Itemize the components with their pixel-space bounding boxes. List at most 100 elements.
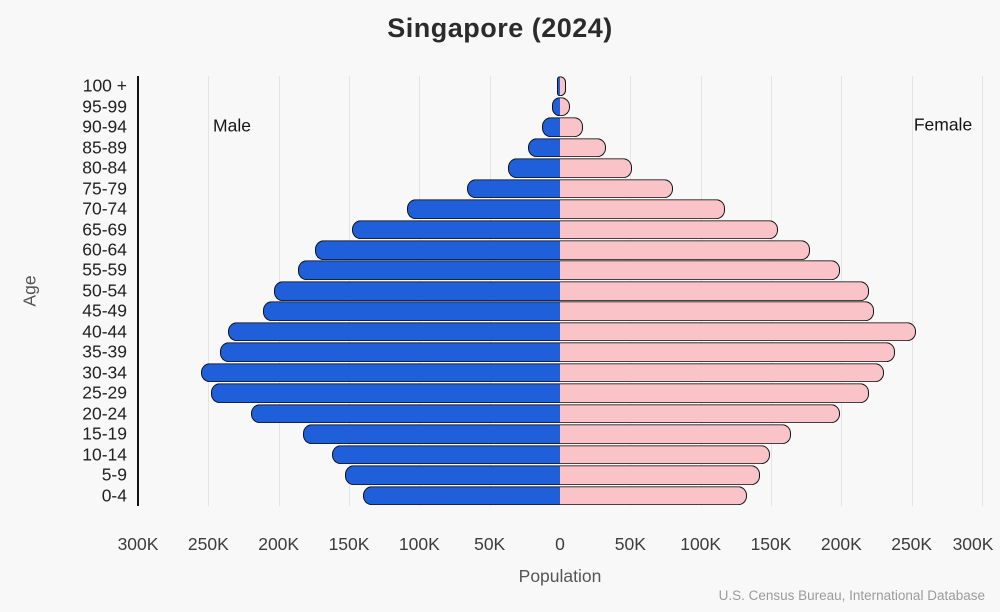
age-tick-label: 70-74: [82, 198, 127, 219]
female-bar: [560, 96, 570, 117]
x-tick-label: 150K: [328, 534, 370, 554]
pyramid-row: 75-79: [82, 178, 982, 199]
male-bar: [298, 260, 560, 281]
pyramid-row: 70-74: [82, 199, 982, 219]
male-bar: [541, 117, 560, 137]
male-bar: [211, 383, 560, 404]
age-tick-label: 10-14: [82, 444, 127, 465]
x-tick-label: 50K: [474, 534, 506, 554]
male-bar: [315, 240, 560, 260]
x-tick-label: 250K: [891, 534, 933, 554]
source-attribution: U.S. Census Bureau, International Databa…: [718, 588, 985, 603]
male-bar: [363, 485, 560, 506]
female-bar: [560, 158, 632, 178]
x-tick-label: 300K: [117, 534, 159, 554]
age-tick-label: 50-54: [82, 280, 127, 301]
female-bar: [560, 485, 748, 506]
age-tick-label: 15-19: [82, 423, 127, 444]
male-bar: [263, 301, 560, 322]
male-bar: [344, 465, 560, 485]
male-bar: [351, 219, 560, 240]
x-tick-label: 100K: [398, 534, 440, 554]
male-series-label: Male: [213, 115, 251, 136]
age-tick-label: 40-44: [82, 321, 127, 342]
y-axis-title: Age: [19, 275, 40, 307]
male-bar: [527, 137, 560, 158]
x-tick-label: 300K: [952, 534, 994, 554]
female-bar: [560, 444, 770, 465]
pyramid-row: 15-19: [82, 424, 982, 444]
plot-area: 100 +95-99 90-94 85-89 80-84 75-79 70-74 65-69…: [82, 76, 983, 506]
female-bar: [560, 424, 791, 444]
age-tick-label: 0-4: [101, 485, 127, 506]
male-bar: [302, 424, 560, 444]
age-tick-label: 35-39: [82, 341, 127, 362]
female-bar: [560, 240, 811, 260]
male-bar: [551, 96, 560, 117]
x-tick-label: 200K: [820, 534, 862, 554]
age-tick-label: 95-99: [82, 96, 127, 117]
female-bar: [560, 301, 874, 322]
pyramid-row: 80-84: [82, 158, 982, 178]
chart-title: Singapore (2024): [387, 13, 613, 43]
x-tick-label: 150K: [750, 534, 792, 554]
female-bar: [560, 322, 916, 342]
age-tick-label: 5-9: [101, 464, 127, 485]
male-bar: [274, 281, 560, 301]
age-tick-label: 45-49: [82, 300, 127, 321]
female-series-label: Female: [913, 114, 973, 135]
age-tick-label: 60-64: [82, 239, 127, 260]
male-bar: [406, 199, 560, 219]
pyramid-row: 40-44: [82, 321, 982, 342]
x-tick-label: 250K: [187, 534, 229, 554]
gridline: [208, 76, 210, 506]
pyramid-row: 65-69: [82, 219, 982, 240]
female-bar: [560, 281, 870, 301]
pyramid-row: 90-94: [82, 117, 982, 137]
age-tick-label: 25-29: [82, 382, 127, 403]
female-bar: [560, 219, 779, 240]
female-bar: [560, 383, 870, 404]
age-tick-label: 90-94: [82, 116, 127, 137]
female-bar: [560, 76, 566, 97]
y-axis-line: [137, 76, 139, 506]
pyramid-row: 100 +: [83, 76, 982, 97]
pyramid-row: 25-29: [82, 383, 982, 404]
male-bar: [507, 158, 560, 178]
x-axis-title: Population: [518, 566, 602, 586]
male-bar: [250, 403, 560, 424]
male-bar: [467, 178, 560, 199]
male-bar: [332, 444, 560, 465]
age-tick-label: 65-69: [82, 219, 127, 240]
pyramid-row: 55-59: [82, 260, 982, 281]
age-tick-label: 80-84: [82, 157, 127, 178]
pyramid-rows: 100 +95-99 90-94 85-89 80-84 75-79 70-74 65-69…: [82, 76, 982, 506]
pyramid-row: 5-9: [102, 465, 982, 485]
female-bar: [560, 260, 840, 281]
female-bar: [560, 117, 583, 137]
age-tick-label: 100 +: [82, 75, 127, 96]
pyramid-row: 50-54: [82, 280, 982, 301]
female-bar: [560, 199, 725, 219]
male-bar: [219, 342, 560, 363]
pyramid-row: 30-34: [82, 362, 982, 383]
pyramid-row: 0-4: [102, 485, 982, 506]
x-tick-label: 100K: [680, 534, 722, 554]
female-bar: [560, 403, 840, 424]
gridline: [982, 76, 983, 506]
x-tick-label: 50K: [614, 534, 646, 554]
male-bar: [557, 76, 560, 97]
pyramid-row: 95-99: [82, 96, 982, 117]
x-tick-label: 0: [555, 534, 565, 554]
male-bar: [228, 322, 560, 342]
age-tick-label: 30-34: [82, 362, 127, 383]
female-bar: [560, 342, 895, 363]
pyramid-row: 20-24: [82, 403, 982, 424]
female-bar: [560, 465, 760, 485]
x-tick-label: 200K: [258, 534, 300, 554]
age-tick-label: 55-59: [82, 259, 127, 280]
pyramid-row: 60-64: [82, 239, 982, 260]
pyramid-row: 35-39: [82, 342, 982, 363]
age-tick-label: 85-89: [82, 137, 127, 158]
